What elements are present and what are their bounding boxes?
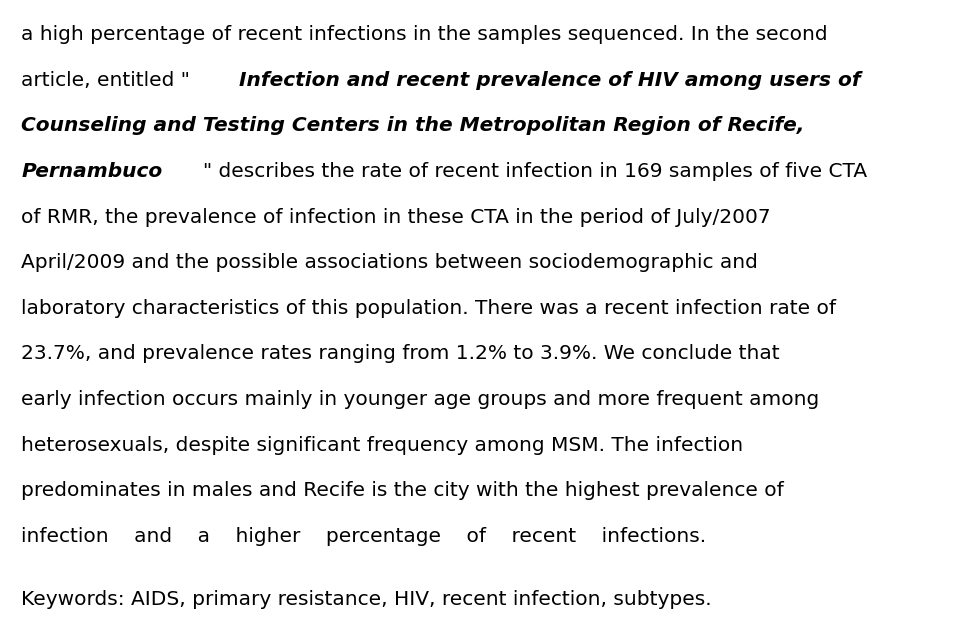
Text: " describes the rate of recent infection in 169 samples of five CTA: " describes the rate of recent infection… [204, 162, 868, 181]
Text: infection    and    a    higher    percentage    of    recent    infections.: infection and a higher percentage of rec… [21, 527, 707, 546]
Text: predominates in males and Recife is the city with the highest prevalence of: predominates in males and Recife is the … [21, 481, 784, 500]
Text: Pernambuco: Pernambuco [21, 162, 162, 181]
Text: April/2009 and the possible associations between sociodemographic and: April/2009 and the possible associations… [21, 253, 758, 272]
Text: heterosexuals, despite significant frequency among MSM. The infection: heterosexuals, despite significant frequ… [21, 436, 743, 454]
Text: a high percentage of recent infections in the samples sequenced. In the second: a high percentage of recent infections i… [21, 25, 828, 44]
Text: Infection and recent prevalence of HIV among users of: Infection and recent prevalence of HIV a… [239, 71, 861, 90]
Text: Counseling and Testing Centers in the Metropolitan Region of Recife,: Counseling and Testing Centers in the Me… [21, 116, 804, 135]
Text: early infection occurs mainly in younger age groups and more frequent among: early infection occurs mainly in younger… [21, 390, 820, 409]
Text: Keywords: AIDS, primary resistance, HIV, recent infection, subtypes.: Keywords: AIDS, primary resistance, HIV,… [21, 591, 711, 610]
Text: laboratory characteristics of this population. There was a recent infection rate: laboratory characteristics of this popul… [21, 299, 836, 318]
Text: 23.7%, and prevalence rates ranging from 1.2% to 3.9%. We conclude that: 23.7%, and prevalence rates ranging from… [21, 344, 780, 363]
Text: of RMR, the prevalence of infection in these CTA in the period of July/2007: of RMR, the prevalence of infection in t… [21, 208, 771, 227]
Text: article, entitled ": article, entitled " [21, 71, 190, 90]
